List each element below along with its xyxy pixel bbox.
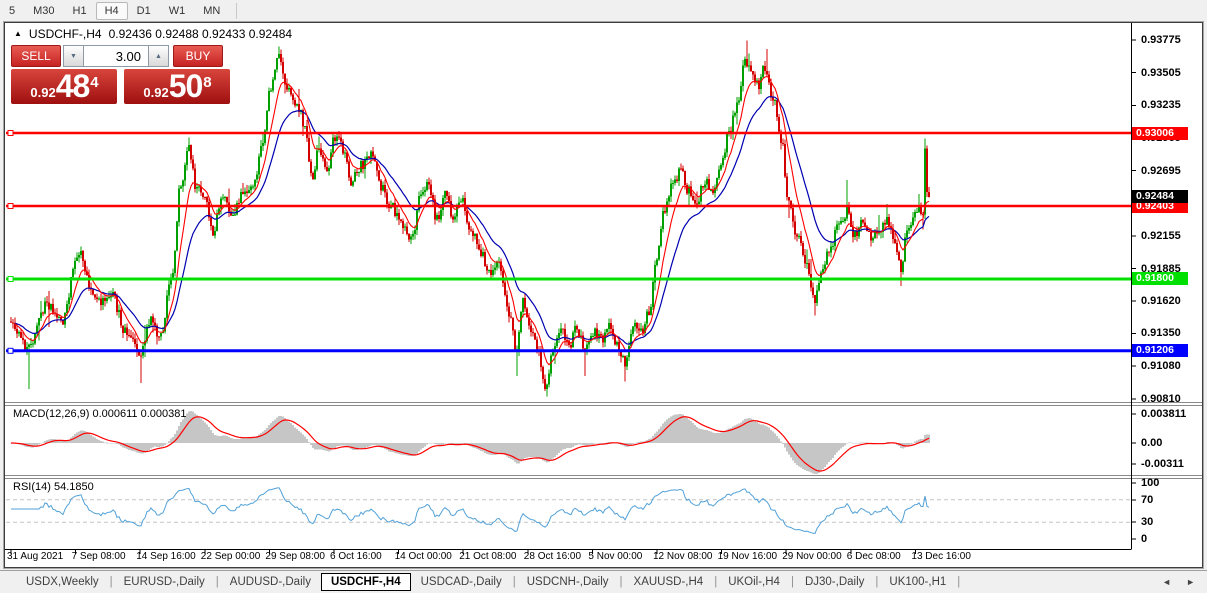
price-tick-label: 0.93775 — [1141, 34, 1181, 46]
volume-increase-button[interactable]: ▲ — [148, 45, 169, 67]
rsi-axis-label: 30 — [1141, 516, 1154, 529]
buy-button[interactable]: BUY — [173, 45, 223, 67]
tab-separator: | — [619, 576, 623, 588]
date-label: 14 Oct 00:00 — [394, 551, 452, 562]
tab-ukoil-h4[interactable]: UKOil-,H4 — [728, 576, 780, 588]
sell-price-sup: 4 — [90, 74, 99, 91]
price-tick-label: 0.91350 — [1141, 327, 1181, 340]
period-button-m30[interactable]: M30 — [33, 4, 55, 17]
price-tick-label: 0.93505 — [1141, 66, 1181, 79]
date-label: 14 Sep 16:00 — [136, 551, 196, 562]
price-line-label: 0.91206 — [1132, 344, 1188, 358]
tab-separator: | — [875, 576, 879, 588]
tab-eurusd-daily[interactable]: EURUSD-,Daily — [123, 576, 205, 588]
price-tick-label: 0.92155 — [1141, 230, 1181, 243]
date-label: 6 Oct 16:00 — [330, 551, 382, 562]
price-tick-label: 0.90810 — [1141, 392, 1181, 405]
chart-ohlc-values: 0.92436 0.92488 0.92433 0.92484 — [108, 27, 293, 41]
rsi-indicator-label: RSI(14) 54.1850 — [13, 481, 94, 493]
tab-uk100-h1[interactable]: UK100-,H1 — [889, 576, 947, 588]
date-label: 12 Nov 08:00 — [653, 551, 713, 562]
price-line-label: 0.91800 — [1132, 272, 1188, 286]
price-tick-label: 0.92695 — [1141, 164, 1181, 177]
price-tick-label: 0.93235 — [1141, 99, 1181, 112]
price-tick-label: 0.91080 — [1141, 360, 1181, 373]
buy-price-small: 0.92 — [143, 85, 169, 100]
chart-symbol-title: USDCHF-,H4 — [28, 27, 102, 41]
volume-decrease-button[interactable]: ▼ — [63, 45, 84, 67]
date-label: 29 Sep 08:00 — [265, 551, 325, 562]
tab-scroll-left-icon[interactable]: ◄ — [1162, 577, 1172, 587]
rsi-axis-label: 0 — [1141, 533, 1148, 545]
date-label: 28 Oct 16:00 — [523, 551, 582, 562]
tab-usdcad-daily[interactable]: USDCAD-,Daily — [420, 576, 502, 588]
tab-scroll-arrows: ◄ ► — [1162, 577, 1195, 587]
date-label: 7 Sep 08:00 — [71, 551, 126, 562]
chart-tab-bar: USDX,Weekly | EURUSD-,Daily | AUDUSD-,Daily U… — [0, 570, 1207, 593]
chart-window: ▲ USDCHF-,H4 0.92436 0.92488 0.92433 0.9… — [4, 22, 1203, 568]
price-line-label: 0.93006 — [1132, 126, 1188, 140]
sell-button[interactable]: SELL — [11, 45, 61, 67]
volume-input[interactable] — [84, 45, 148, 67]
period-button-5[interactable]: 5 — [9, 4, 16, 17]
date-label: 31 Aug 2021 — [7, 551, 64, 562]
sell-price-small: 0.92 — [30, 85, 56, 100]
tab-separator: | — [109, 576, 113, 588]
current-price-label: 0.92484 — [1132, 189, 1188, 203]
date-label: 21 Oct 08:00 — [459, 551, 517, 562]
date-label: 6 Dec 08:00 — [846, 551, 901, 562]
buy-price-big: 50 — [168, 68, 204, 104]
tab-usdcnh-daily[interactable]: USDCNH-,Daily — [526, 576, 609, 588]
chart-header: ▲ USDCHF-,H4 0.92436 0.92488 0.92433 0.9… — [14, 27, 292, 41]
date-label: 29 Nov 00:00 — [782, 551, 842, 562]
macd-indicator-label: MACD(12,26,9) 0.000611 0.000381 — [13, 408, 187, 420]
chart-canvas[interactable] — [5, 23, 1202, 567]
tab-separator: | — [512, 576, 516, 588]
period-button-mn[interactable]: MN — [203, 4, 221, 17]
rsi-axis-label: 70 — [1141, 493, 1154, 506]
tab-separator: | — [215, 576, 219, 588]
toolbar-separator — [236, 2, 238, 19]
date-label: 5 Nov 00:00 — [588, 551, 643, 562]
date-label: 22 Sep 00:00 — [200, 551, 261, 562]
sell-price-big: 48 — [55, 68, 91, 104]
tab-separator: | — [790, 576, 794, 588]
buy-price-sup: 8 — [203, 74, 212, 91]
price-tick-label: 0.91885 — [1141, 262, 1181, 275]
collapse-arrow-icon[interactable]: ▲ — [14, 28, 22, 38]
macd-axis-label: 0.003811 — [1141, 408, 1187, 420]
period-button-d1[interactable]: D1 — [136, 4, 151, 17]
period-button-h4[interactable]: H4 — [95, 1, 128, 20]
period-button-h1[interactable]: H1 — [72, 4, 87, 17]
date-label: 13 Dec 16:00 — [911, 551, 971, 562]
sell-price-block[interactable]: 0.92 48 4 — [11, 69, 117, 104]
period-button-w1[interactable]: W1 — [168, 4, 186, 17]
tab-dj30-daily[interactable]: DJ30-,Daily — [804, 576, 865, 588]
tab-usdx-weekly[interactable]: USDX,Weekly — [26, 576, 99, 588]
rsi-axis-label: 100 — [1141, 477, 1160, 489]
macd-axis-label: 0.00 — [1141, 437, 1163, 449]
tab-separator: | — [957, 576, 961, 588]
tab-xauusd-h4[interactable]: XAUUSD-,H4 — [633, 576, 704, 588]
buy-price-block[interactable]: 0.92 50 8 — [124, 69, 230, 104]
tab-separator: | — [714, 576, 718, 588]
macd-axis-label: -0.00311 — [1141, 458, 1184, 470]
tab-scroll-right-icon[interactable]: ► — [1186, 577, 1195, 587]
tab-audusd-daily[interactable]: AUDUSD-,Daily — [229, 576, 311, 588]
date-label: 19 Nov 16:00 — [717, 551, 778, 562]
tab-usdchf-h4[interactable]: USDCHF-,H4 — [320, 573, 411, 591]
timeframe-toolbar: 5 M30 H1 H4 D1 W1 MN — [0, 0, 1207, 21]
price-tick-label: 0.91620 — [1141, 294, 1181, 307]
